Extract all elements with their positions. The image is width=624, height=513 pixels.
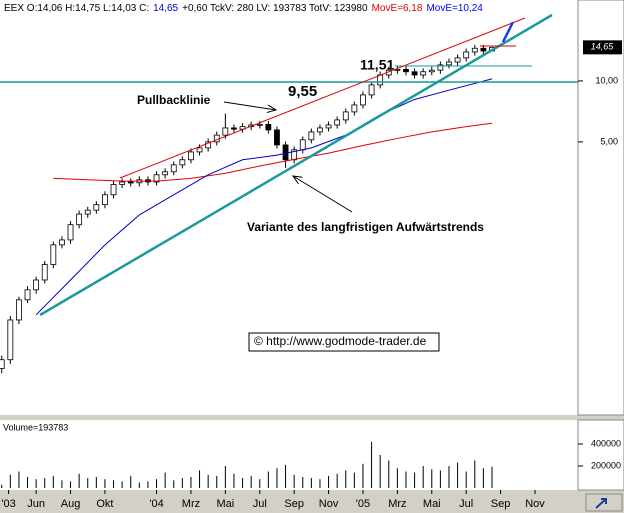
candle-body (76, 213, 83, 226)
candle-body (428, 69, 435, 73)
candle-body (0, 359, 5, 369)
candle-body (84, 209, 91, 215)
tool-button[interactable] (585, 493, 623, 512)
annotation-arrow (293, 176, 353, 213)
candle-body (222, 127, 229, 136)
candle-body (179, 159, 186, 166)
moving-average (53, 122, 493, 182)
candle-body (437, 64, 444, 71)
annotation: Pullbacklinie (137, 93, 211, 107)
candle-body (231, 127, 237, 130)
x-tick-label: Mrz (182, 498, 200, 510)
x-tick-label: '04 (149, 498, 163, 510)
moving-average (35, 78, 493, 316)
annotation-arrow (223, 101, 276, 110)
x-tick-label: '03 (1, 498, 15, 510)
tool-icon (595, 498, 607, 509)
candle-body (274, 129, 280, 146)
header: EEX O:14,06 H:14,75 L:14,03 C: 14,65 +0,60… (4, 3, 483, 14)
price-panel (0, 0, 578, 415)
header-part: MovE=6,18 (372, 3, 423, 14)
candle-body (342, 111, 349, 121)
x-tick-label: Aug (61, 498, 81, 510)
candle-body (325, 124, 332, 129)
candle-body (7, 319, 14, 361)
trendline (39, 13, 553, 317)
candle-body (119, 181, 126, 185)
annotation: Variante des langfristigen Aufwärtstrend… (247, 220, 484, 234)
candle-body (153, 174, 160, 183)
candle-body (188, 151, 194, 161)
candle-body (454, 57, 461, 63)
candle-body (196, 147, 203, 153)
last-price-label: 14,65 (591, 42, 615, 52)
x-tick-label: Jun (27, 498, 45, 510)
candle-body (170, 164, 177, 173)
candle-body (308, 131, 315, 141)
candle-body (368, 84, 375, 96)
candle-body (162, 171, 169, 176)
candle-body (256, 124, 263, 126)
volume-label: Volume=193783 (3, 422, 68, 432)
price-axis-panel (577, 0, 624, 416)
x-tick-label: Mai (423, 498, 441, 510)
candle-body (93, 204, 100, 211)
candle-body (446, 61, 452, 66)
candle-body (67, 224, 74, 241)
x-tick-label: '05 (356, 498, 370, 510)
candle-body (377, 74, 384, 86)
candle-body (24, 289, 31, 301)
x-tick-label: Sep (491, 498, 511, 510)
volume-tick-label: 200000 (591, 460, 621, 470)
annotation: 11,51 (360, 57, 394, 73)
candle-body (420, 71, 427, 76)
candle-body (50, 244, 57, 265)
candle-body (403, 69, 409, 73)
header-part: MovE=10,24 (426, 3, 483, 14)
candle-body (16, 299, 22, 321)
candle-body (59, 239, 65, 246)
y-tick-label: 5,00 (600, 136, 618, 146)
header-part: +0,60 TckV: 280 LV: 193783 TotV: 123980 (182, 3, 368, 14)
candle-body (110, 184, 117, 196)
candle-body (41, 264, 48, 281)
candle-body (265, 124, 272, 131)
copyright: © http://www.godmode-trader.de (254, 334, 427, 348)
x-tick-label: Mrz (388, 498, 406, 510)
x-tick-label: Mai (216, 498, 234, 510)
x-tick-label: Nov (319, 498, 339, 510)
candle-body (127, 181, 134, 184)
candle-body (334, 119, 341, 126)
candle-body (205, 141, 212, 149)
pullback-line (119, 17, 526, 179)
x-tick-label: Nov (525, 498, 545, 510)
x-tick-label: Jul (253, 498, 267, 510)
volume-tick-label: 400000 (591, 438, 621, 448)
candle-body (317, 127, 323, 133)
volume-axis-panel (577, 419, 624, 491)
candle-body (299, 139, 306, 151)
candle-body (102, 194, 108, 206)
copyright-box (248, 332, 440, 352)
header-part: 14,65 (153, 3, 178, 14)
candle-body (351, 104, 358, 113)
candle-body (480, 47, 487, 52)
last-price-box (583, 40, 622, 55)
header-part: EEX O:14,06 H:14,75 L:14,03 C: (4, 3, 149, 14)
annotation: 9,55 (288, 83, 317, 100)
x-tick-label: Jul (459, 498, 473, 510)
x-tick-label: Sep (284, 498, 304, 510)
volume-panel (0, 420, 578, 490)
y-tick-label: 10,00 (595, 75, 618, 85)
x-tick-label: Okt (96, 498, 113, 510)
projection-arrow (501, 21, 515, 43)
candle-body (360, 94, 366, 106)
candle-body (411, 71, 418, 76)
candle-body (463, 51, 470, 59)
candle-body (471, 47, 478, 53)
candle-body (33, 279, 40, 291)
candle-body (282, 144, 289, 161)
